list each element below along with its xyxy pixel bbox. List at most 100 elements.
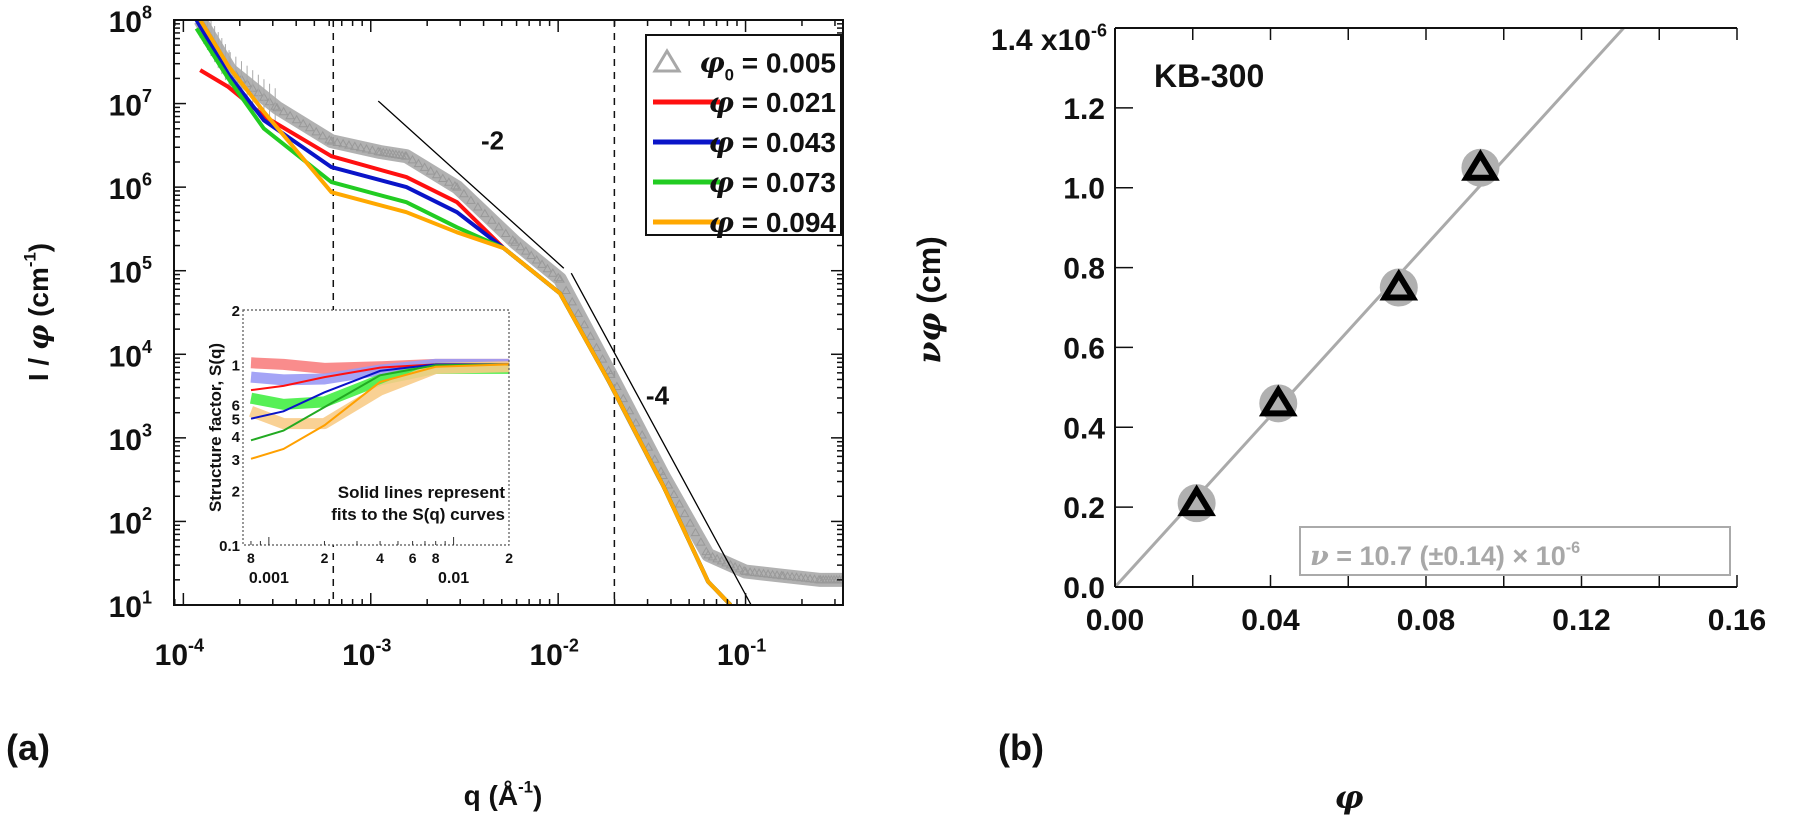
data-point-triangle xyxy=(425,166,436,175)
data-point-triangle xyxy=(1258,384,1298,417)
data-point-triangle xyxy=(311,126,322,136)
data-point-triangle xyxy=(1177,484,1216,517)
legend-entry-part: = 0.094 xyxy=(734,207,836,238)
inset-data-band xyxy=(249,361,510,430)
inset-y-tick-label: 6 xyxy=(232,397,240,414)
data-point-triangle xyxy=(707,551,718,561)
x-tick-label-part: 10 xyxy=(529,639,562,672)
x-tick-label-part: 0.12 xyxy=(1552,604,1610,637)
inset-x-minor-label-part: 4 xyxy=(376,550,384,566)
y-axis-label-a-part: I / xyxy=(23,350,54,381)
inset-y-tick-label-part: 4 xyxy=(232,429,241,446)
inset-x-minor-label: 6 xyxy=(409,550,417,566)
series-line-4 xyxy=(198,20,733,605)
y-axis-label-b: νφ (cm) xyxy=(910,236,948,364)
x-tick-label-part: -3 xyxy=(375,636,391,656)
inset-x-minor-label-part: 8 xyxy=(432,550,440,566)
x-tick-label: 10-2 xyxy=(529,636,578,673)
legend-entry-part: = 0.043 xyxy=(734,127,836,158)
data-point-triangle xyxy=(531,254,542,264)
data-point-triangle xyxy=(344,140,354,149)
data-point-triangle xyxy=(486,215,497,224)
data-point-triangle xyxy=(450,180,460,190)
y-tick-label: 0.8 xyxy=(1063,253,1105,286)
y-axis-label-a-part: φ xyxy=(22,324,55,350)
legend-entry-part: φ xyxy=(709,206,735,239)
data-point-triangle xyxy=(553,272,564,282)
panel-title-b-part: KB-300 xyxy=(1154,58,1264,94)
x-tick-label-part: 0.08 xyxy=(1397,604,1455,637)
data-point-triangle xyxy=(579,319,590,329)
y-tick-label-part: 10 xyxy=(109,173,142,206)
panel-label-b-part: (b) xyxy=(998,727,1044,768)
data-point-triangle xyxy=(679,508,690,518)
data-point-triangle xyxy=(419,162,430,171)
x-tick-label: 0.16 xyxy=(1708,604,1766,637)
y-tick-label-part: 0.2 xyxy=(1063,492,1105,525)
inset-fit-line xyxy=(250,363,510,442)
x-axis-label-a-part: q (Å xyxy=(464,780,518,811)
data-point-triangle xyxy=(1379,268,1419,301)
data-point-triangle xyxy=(696,537,706,546)
legend-entry-part: φ xyxy=(709,126,735,159)
inset-y-tick-label: 2 xyxy=(232,484,240,501)
x-tick-label-part: -1 xyxy=(750,636,766,656)
y-tick-label-part: 10 xyxy=(109,6,142,39)
x-tick-label-part: 0.16 xyxy=(1708,604,1766,637)
y-tick-label: 108 xyxy=(109,3,152,40)
data-point-triangle xyxy=(669,489,679,499)
x-axis-label-a: q (Å-1) xyxy=(464,777,543,811)
inset-note-line1-part: Solid lines represent xyxy=(338,483,506,502)
inset-x-major-label: 0.01 xyxy=(438,570,469,587)
data-point-triangle xyxy=(473,201,483,211)
inset-x-major-label-part: 0.001 xyxy=(249,570,289,587)
fit-label-part: = 10.7 (±0.14) × 10 xyxy=(1329,541,1566,571)
data-point-triangle xyxy=(758,568,769,578)
x-tick-label: 10-4 xyxy=(155,636,204,673)
y-axis-label-b-part: (cm) xyxy=(911,236,947,312)
data-point-triangle xyxy=(326,136,337,145)
inset-x-minor-label-part: 2 xyxy=(321,550,329,566)
legend-box xyxy=(645,34,842,236)
x-tick-label-part: 10 xyxy=(717,639,750,672)
data-point-triangle xyxy=(573,308,584,317)
data-point-triangle xyxy=(740,566,751,576)
panel-label-a: (a) xyxy=(6,727,50,768)
panel-label-b: (b) xyxy=(998,727,1044,768)
inset-y-tick-label-part: 1 xyxy=(232,357,240,374)
data-point-triangle xyxy=(437,173,448,182)
y-tick-label: 102 xyxy=(109,504,152,541)
data-point-triangle xyxy=(658,470,668,479)
slope-label: -4 xyxy=(646,380,670,410)
y-tick-label-part: 0.4 xyxy=(1063,412,1105,445)
slope-label-part: -4 xyxy=(646,380,670,410)
data-point-triangle xyxy=(712,553,722,563)
data-point-triangle xyxy=(805,573,815,583)
legend-entry-part: φ xyxy=(709,86,735,119)
data-point-triangle xyxy=(367,145,378,154)
data-point-triangle xyxy=(431,169,442,179)
inset-note-line2-part: fits to the S(q) curves xyxy=(331,505,505,524)
y-tick-label-part: 1.2 xyxy=(1063,93,1105,126)
y-tick-label: 0.2 xyxy=(1063,492,1105,525)
data-point-triangle xyxy=(479,208,490,218)
slope-label-part: -2 xyxy=(481,126,504,156)
data-point-triangle xyxy=(787,571,797,581)
inset-y-tick-label: 2 xyxy=(232,303,240,320)
y-tick-label-part: 2 xyxy=(142,504,152,524)
data-point-triangle xyxy=(591,342,602,352)
data-point-triangle xyxy=(561,285,571,295)
data-point-triangle xyxy=(597,354,608,363)
x-tick-label: 0.08 xyxy=(1397,604,1455,637)
data-point-triangle xyxy=(361,143,372,153)
data-point-triangle xyxy=(349,141,360,150)
data-point-triangle xyxy=(612,381,622,390)
y-axis-label-a-part: -1 xyxy=(20,252,39,267)
data-point-triangle xyxy=(324,134,335,144)
legend-entry-part: φ xyxy=(699,46,725,79)
inset-y-tick-label: 3 xyxy=(232,452,240,469)
inset-note-line2: fits to the S(q) curves xyxy=(331,505,505,524)
x-tick-label-part: -4 xyxy=(188,636,204,656)
legend-triangle-icon xyxy=(652,48,682,73)
